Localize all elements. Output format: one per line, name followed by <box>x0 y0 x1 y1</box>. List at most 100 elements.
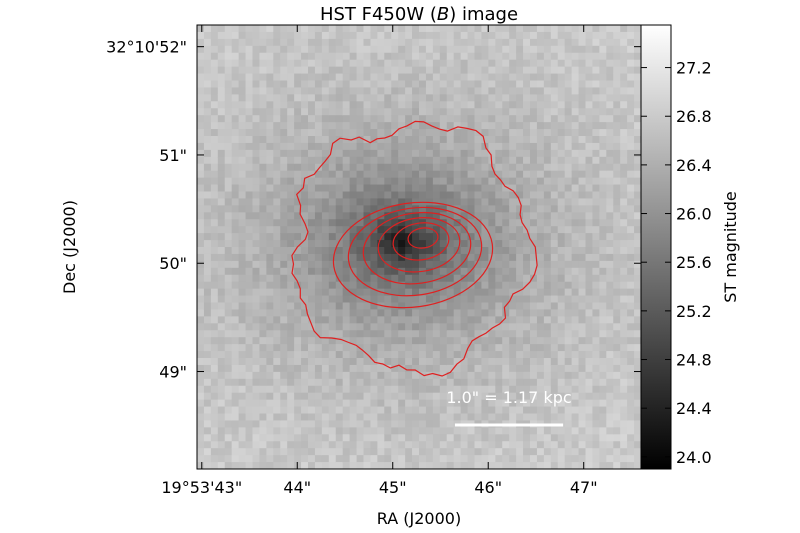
image-pixel <box>564 219 573 227</box>
image-pixel <box>467 226 476 234</box>
image-pixel <box>321 240 330 248</box>
image-pixel <box>342 413 351 422</box>
image-pixel <box>224 129 233 137</box>
image-pixel <box>273 274 281 283</box>
image-pixel <box>592 233 600 241</box>
image-pixel <box>412 406 420 415</box>
image-pixel <box>557 136 566 144</box>
image-pixel <box>287 330 295 338</box>
image-pixel <box>266 226 274 234</box>
image-pixel <box>273 240 281 248</box>
image-pixel <box>238 177 247 186</box>
image-pixel <box>627 156 635 165</box>
image-pixel <box>446 205 455 213</box>
image-pixel <box>217 316 226 324</box>
image-pixel <box>634 198 641 206</box>
image-pixel <box>245 212 254 220</box>
image-pixel <box>620 358 628 366</box>
image-pixel <box>571 38 580 47</box>
image-pixel <box>266 337 274 345</box>
image-pixel <box>412 108 420 116</box>
image-pixel <box>550 136 559 144</box>
image-pixel <box>314 358 323 366</box>
image-pixel <box>439 434 448 442</box>
image-pixel <box>356 149 365 158</box>
image-pixel <box>328 31 337 40</box>
image-pixel <box>523 392 531 401</box>
image-pixel <box>259 448 267 456</box>
image-pixel <box>356 448 365 456</box>
image-pixel <box>384 462 392 469</box>
image-pixel <box>509 142 517 151</box>
image-pixel <box>474 385 483 394</box>
image-pixel <box>363 136 372 144</box>
image-pixel <box>377 163 385 172</box>
image-pixel <box>356 260 365 269</box>
image-pixel <box>252 87 261 95</box>
image-pixel <box>460 129 469 137</box>
image-pixel <box>634 462 641 469</box>
image-pixel <box>287 38 295 47</box>
image-pixel <box>439 31 448 40</box>
image-pixel <box>509 267 517 276</box>
image-pixel <box>238 66 247 75</box>
image-pixel <box>197 45 205 54</box>
image-pixel <box>273 399 281 408</box>
image-pixel <box>606 59 614 68</box>
image-pixel <box>301 122 309 130</box>
image-pixel <box>398 337 406 345</box>
image-pixel <box>543 191 552 200</box>
image-pixel <box>384 413 392 422</box>
image-pixel <box>432 45 441 54</box>
image-pixel <box>412 129 420 137</box>
image-pixel <box>481 448 489 456</box>
image-pixel <box>398 184 406 193</box>
image-pixel <box>231 52 240 61</box>
image-pixel <box>335 31 344 40</box>
image-pixel <box>252 212 261 220</box>
image-pixel <box>474 94 483 102</box>
image-pixel <box>335 378 344 387</box>
image-pixel <box>301 344 309 352</box>
image-pixel <box>509 163 517 172</box>
image-pixel <box>224 38 233 47</box>
image-pixel <box>224 302 233 311</box>
image-pixel <box>432 73 441 82</box>
image-pixel <box>210 184 219 193</box>
image-pixel <box>377 108 385 116</box>
image-pixel <box>349 323 358 331</box>
image-pixel <box>370 281 378 290</box>
image-pixel <box>210 212 219 220</box>
image-pixel <box>585 163 594 172</box>
image-pixel <box>252 344 261 352</box>
image-pixel <box>606 385 614 394</box>
image-pixel <box>287 149 295 158</box>
image-pixel <box>488 337 496 345</box>
image-pixel <box>391 406 399 415</box>
image-pixel <box>488 427 496 435</box>
image-pixel <box>453 198 462 206</box>
image-pixel <box>356 156 365 165</box>
image-pixel <box>488 330 496 338</box>
image-pixel <box>592 420 600 428</box>
image-pixel <box>536 122 545 130</box>
image-pixel <box>405 448 413 456</box>
image-pixel <box>467 142 476 151</box>
image-pixel <box>523 136 531 144</box>
image-pixel <box>342 247 351 255</box>
image-pixel <box>224 406 233 415</box>
image-pixel <box>266 288 274 297</box>
image-pixel <box>509 406 517 415</box>
image-pixel <box>210 448 219 456</box>
image-pixel <box>495 45 503 54</box>
image-pixel <box>203 191 212 200</box>
image-pixel <box>197 108 205 116</box>
image-pixel <box>294 233 302 241</box>
image-pixel <box>634 177 641 186</box>
image-pixel <box>564 156 573 165</box>
image-pixel <box>627 358 635 366</box>
image-pixel <box>391 184 399 193</box>
image-pixel <box>398 129 406 137</box>
image-pixel <box>439 448 448 456</box>
image-pixel <box>370 219 378 227</box>
